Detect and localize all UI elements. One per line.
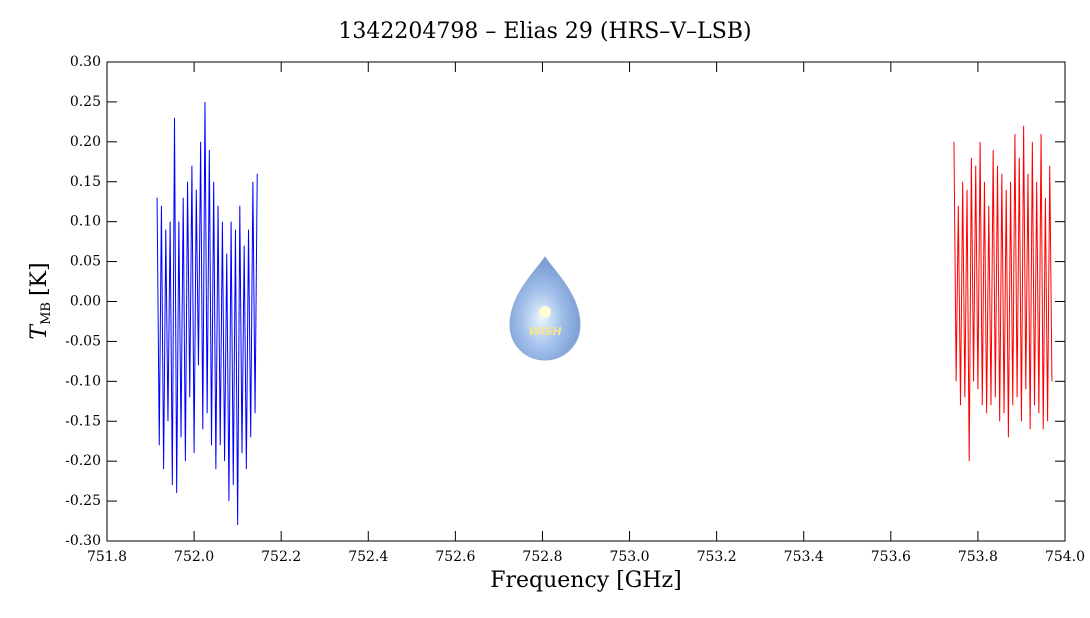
plot-frame xyxy=(106,61,1066,542)
y-label-unit: [K] xyxy=(27,262,52,296)
y-label-subscript: MB xyxy=(39,302,54,325)
y-tick-label: -0.10 xyxy=(65,373,101,389)
y-tick-label: 0.10 xyxy=(70,214,101,230)
y-tick-label: 0.15 xyxy=(70,174,101,190)
y-label-symbol: T xyxy=(27,323,52,340)
y-tick-label: -0.20 xyxy=(65,453,101,469)
x-tick-label: 753.8 xyxy=(958,549,998,565)
x-tick-label: 754.0 xyxy=(1045,549,1085,565)
y-tick-label: 0.00 xyxy=(70,294,101,310)
y-tick-label: -0.30 xyxy=(65,533,101,549)
y-tick-label: -0.25 xyxy=(65,493,101,509)
spectrum-line xyxy=(156,101,258,526)
y-tick-label: -0.05 xyxy=(65,333,101,349)
logo-text: WISH xyxy=(528,325,561,338)
x-tick-label: 752.2 xyxy=(261,549,301,565)
x-axis-label: Frequency [GHz] xyxy=(490,568,682,593)
x-tick-label: 752.8 xyxy=(522,549,562,565)
y-tick-label: 0.05 xyxy=(70,254,101,270)
x-tick-label: 753.0 xyxy=(609,549,649,565)
spectrum-line xyxy=(953,125,1053,462)
y-tick-label: 0.25 xyxy=(70,94,101,110)
x-tick-label: 752.4 xyxy=(348,549,388,565)
logo-star xyxy=(539,306,551,318)
logo: WISH xyxy=(509,256,581,361)
x-tick-label: 753.4 xyxy=(784,549,824,565)
x-tick-label: 753.6 xyxy=(871,549,911,565)
x-tick-label: 751.8 xyxy=(87,549,127,565)
chart-title: 1342204798 – Elias 29 (HRS–V–LSB) xyxy=(338,19,751,44)
y-axis-label: TMB [K] xyxy=(27,262,54,339)
x-tick-label: 752.0 xyxy=(174,549,214,565)
y-tick-label: 0.20 xyxy=(70,134,101,150)
y-tick-label: 0.30 xyxy=(70,54,101,70)
y-tick-label: -0.15 xyxy=(65,413,101,429)
x-tick-label: 753.2 xyxy=(697,549,737,565)
x-tick-label: 752.6 xyxy=(435,549,475,565)
